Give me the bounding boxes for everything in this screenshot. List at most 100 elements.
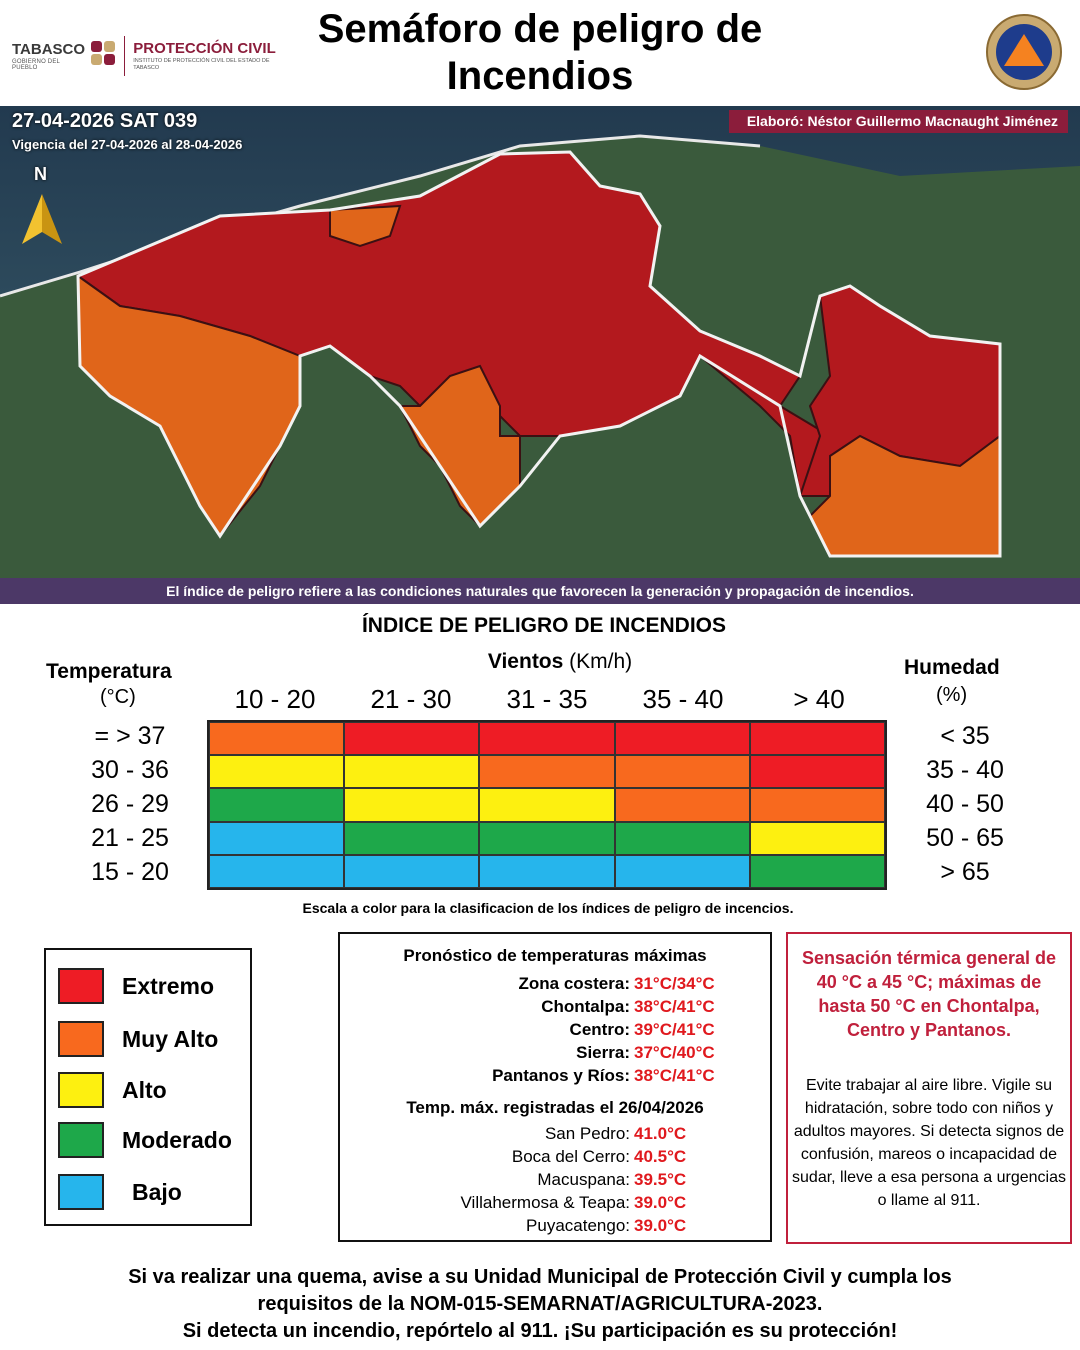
- author-credit: Elaboró: Néstor Guillermo Macnaught Jimé…: [728, 110, 1068, 133]
- recorded-row: San Pedro: 41.0°C: [340, 1124, 744, 1144]
- wind-label-text: Vientos: [487, 650, 564, 673]
- risk-matrix: [207, 720, 887, 890]
- legend-label: Alto: [122, 1076, 167, 1103]
- temperature-row-label: 21 - 25: [91, 824, 169, 852]
- legend-label: Extremo: [122, 972, 215, 999]
- wind-col-header: 10 - 20: [234, 684, 316, 714]
- station-value: 39.5°C: [634, 1170, 687, 1189]
- legend-label: Moderado: [122, 1126, 232, 1153]
- index-title: ÍNDICE DE PELIGRO DE INCENDIOS: [361, 614, 727, 637]
- humidity-row-label: 35 - 40: [926, 756, 1004, 784]
- humidity-row-label: 50 - 65: [926, 824, 1004, 852]
- recorded-title: Temp. máx. registradas el 26/04/2026: [406, 1098, 704, 1117]
- logo-state-sub: GOBIERNO DEL PUEBLO: [12, 58, 60, 71]
- risk-cell-muy-alto: [209, 722, 345, 756]
- humidity-row-label: < 35: [940, 722, 990, 750]
- forecast-zone-row: Zona costera: 31°C/34°C: [340, 974, 744, 994]
- legend: Extremo Muy Alto Alto Moderado Bajo: [44, 948, 252, 1226]
- station-value: 41.0°C: [634, 1124, 687, 1143]
- page-title: Semáforo de peligro de Incendios: [300, 6, 780, 100]
- zone-name: Chontalpa:: [541, 997, 630, 1016]
- risk-cell-muy-alto: [479, 755, 615, 789]
- heat-headline: Sensación térmica general de 40 °C a 45 …: [801, 948, 1057, 1040]
- tabasco-logo: TABASCO GOBIERNO DEL PUEBLO PROTECCIÓN C…: [12, 28, 292, 84]
- zone-name: Pantanos y Ríos:: [492, 1066, 630, 1085]
- wind-col-header: > 40: [793, 684, 845, 714]
- government-emblem-icon: [91, 41, 116, 71]
- legend-swatch: [58, 1174, 104, 1210]
- forecast-zone-row: Pantanos y Ríos: 38°C/41°C: [340, 1066, 744, 1086]
- risk-cell-moderado: [749, 854, 885, 888]
- zone-name: Zona costera:: [518, 974, 630, 993]
- legend-item-alto: Alto: [58, 1072, 167, 1108]
- risk-cell-moderado: [209, 788, 345, 822]
- station-name: San Pedro:: [544, 1124, 630, 1143]
- logo-agency-sub: INSTITUTO DE PROTECCIÓN CIVIL DEL ESTADO…: [133, 57, 270, 71]
- title-line-2: Incendios: [446, 54, 634, 98]
- risk-cell-alto: [344, 788, 480, 822]
- temperature-forecast-panel: Pronóstico de temperaturas máximas Zona …: [338, 932, 772, 1242]
- sea-area: [0, 106, 1080, 296]
- temperature-unit: (°C): [100, 686, 136, 708]
- forecast-zone-row: Centro: 39°C/41°C: [340, 1020, 744, 1040]
- zone-value: 38°C/41°C: [634, 1066, 715, 1085]
- legend-label: Muy Alto: [122, 1025, 219, 1052]
- temperature-row-label: = > 37: [94, 722, 166, 750]
- risk-cell-bajo: [479, 854, 615, 888]
- humidity-row-label: 40 - 50: [926, 790, 1004, 818]
- risk-cell-bajo: [209, 821, 345, 855]
- zone-value: 38°C/41°C: [634, 997, 715, 1016]
- forecast-title: Pronóstico de temperaturas máximas: [403, 946, 707, 965]
- region-muy-alto-coast: [329, 204, 402, 248]
- zone-value: 37°C/40°C: [634, 1043, 715, 1062]
- risk-cell-muy-alto: [614, 755, 750, 789]
- bottom-line-3: Si detecta un incendio, repórtelo al 911…: [182, 1320, 898, 1342]
- station-value: 40.5°C: [634, 1147, 687, 1166]
- logo-agency-name: PROTECCIÓN CIVIL: [133, 39, 276, 57]
- station-value: 39.0°C: [634, 1193, 687, 1212]
- recorded-row: Boca del Cerro: 40.5°C: [340, 1147, 744, 1167]
- map-footnote: El índice de peligro refiere a las condi…: [0, 578, 1080, 604]
- legend-swatch: [58, 1072, 104, 1108]
- header: TABASCO GOBIERNO DEL PUEBLO PROTECCIÓN C…: [0, 0, 1080, 106]
- zone-name: Sierra:: [576, 1043, 630, 1062]
- wind-col-header: 21 - 30: [370, 684, 452, 714]
- station-name: Macuspana:: [537, 1170, 630, 1189]
- north-arrow-icon: N: [34, 164, 47, 184]
- logo-divider: [124, 36, 126, 76]
- risk-cell-extremo: [479, 722, 615, 756]
- station-name: Boca del Cerro:: [511, 1147, 630, 1166]
- temperature-label: Temperatura: [46, 660, 172, 683]
- wind-unit: (Km/h): [569, 650, 633, 673]
- station-value: 39.0°C: [634, 1216, 687, 1235]
- humidity-unit: (%): [936, 684, 968, 706]
- legend-label: Bajo: [132, 1178, 182, 1205]
- zone-value: 31°C/34°C: [634, 974, 715, 993]
- station-name: Villahermosa & Teapa:: [460, 1193, 630, 1212]
- recorded-row: Puyacatengo: 39.0°C: [340, 1216, 744, 1236]
- humidity-row-label: > 65: [940, 858, 990, 886]
- legend-item-bajo: Bajo: [58, 1174, 182, 1210]
- recorded-row: Villahermosa & Teapa: 39.0°C: [340, 1193, 744, 1213]
- heat-advisory-panel: Sensación térmica general de 40 °C a 45 …: [786, 932, 1072, 1244]
- risk-cell-moderado: [479, 821, 615, 855]
- temperature-row-label: 15 - 20: [91, 858, 169, 886]
- bottom-line-1: Si va realizar una quema, avise a su Uni…: [128, 1266, 952, 1288]
- title-line-1: Semáforo de peligro de: [317, 7, 763, 51]
- wind-col-header: 35 - 40: [642, 684, 724, 714]
- logo-state-name: TABASCO: [12, 40, 86, 58]
- risk-cell-extremo: [749, 722, 885, 756]
- forecast-zone-row: Chontalpa: 38°C/41°C: [340, 997, 744, 1017]
- legend-swatch: [58, 968, 104, 1004]
- scale-note: Escala a color para la clasificacion de …: [302, 900, 794, 916]
- legend-item-muy-alto: Muy Alto: [58, 1021, 218, 1057]
- validity-period: Vigencia del 27-04-2026 al 28-04-2026: [12, 137, 243, 152]
- heat-advice: Evite trabajar al aire libre. Vigile su …: [792, 1077, 1066, 1209]
- risk-cell-bajo: [614, 854, 750, 888]
- map-graphic: [0, 106, 1080, 604]
- temperature-row-label: 30 - 36: [91, 756, 169, 784]
- risk-cell-alto: [479, 788, 615, 822]
- fire-risk-map: 27-04-2026 SAT 039 Vigencia del 27-04-20…: [0, 106, 1080, 604]
- risk-cell-muy-alto: [614, 788, 750, 822]
- temperature-row-label: 26 - 29: [91, 790, 169, 818]
